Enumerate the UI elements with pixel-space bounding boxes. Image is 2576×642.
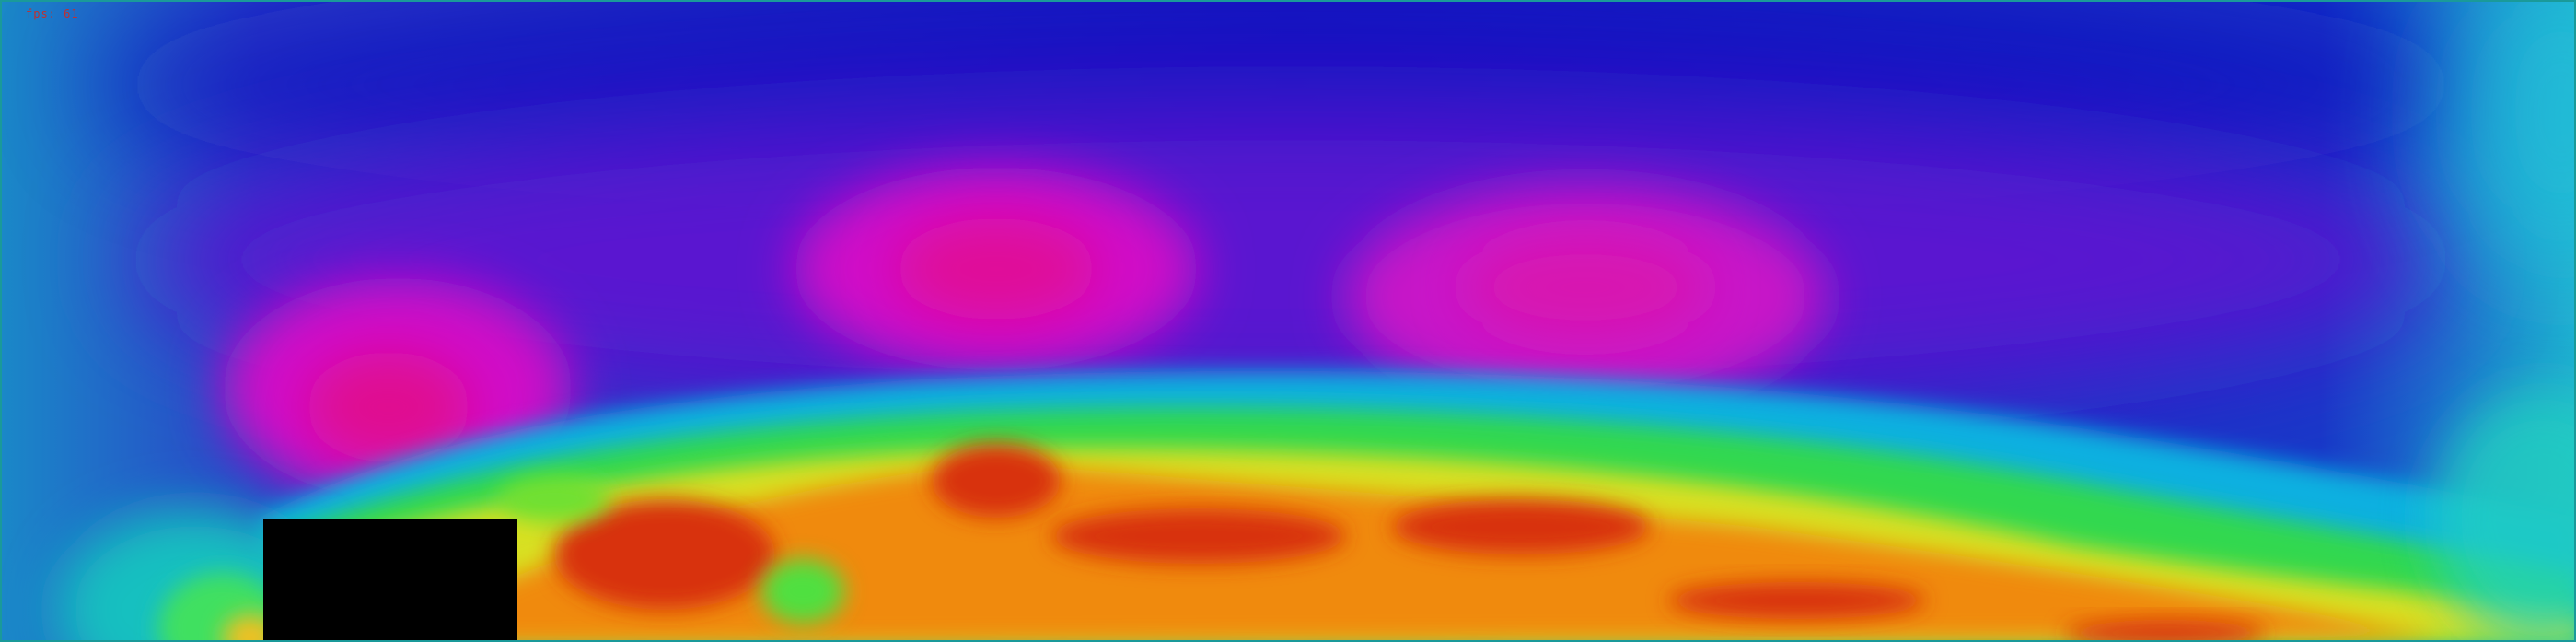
wake-green-1	[761, 559, 844, 624]
vortex-1-core	[306, 352, 471, 462]
fps-readout: fps: 61	[26, 7, 79, 20]
right-cyan-lower	[2432, 389, 2574, 640]
wake-red-1	[554, 499, 775, 610]
wake-red-6	[2064, 620, 2267, 640]
wake-red-2	[932, 444, 1061, 518]
wake-red-4	[1392, 499, 1650, 554]
wake-red-3	[1051, 508, 1346, 564]
obstacle-block	[263, 519, 517, 640]
wake-red-5	[1668, 582, 1926, 619]
purple-region	[140, 103, 2442, 416]
wake-green-2	[499, 476, 609, 522]
vortex-3-core	[1466, 237, 1705, 338]
right-cyan-upper	[2451, 2, 2574, 278]
vortex-2-core	[895, 218, 1097, 320]
